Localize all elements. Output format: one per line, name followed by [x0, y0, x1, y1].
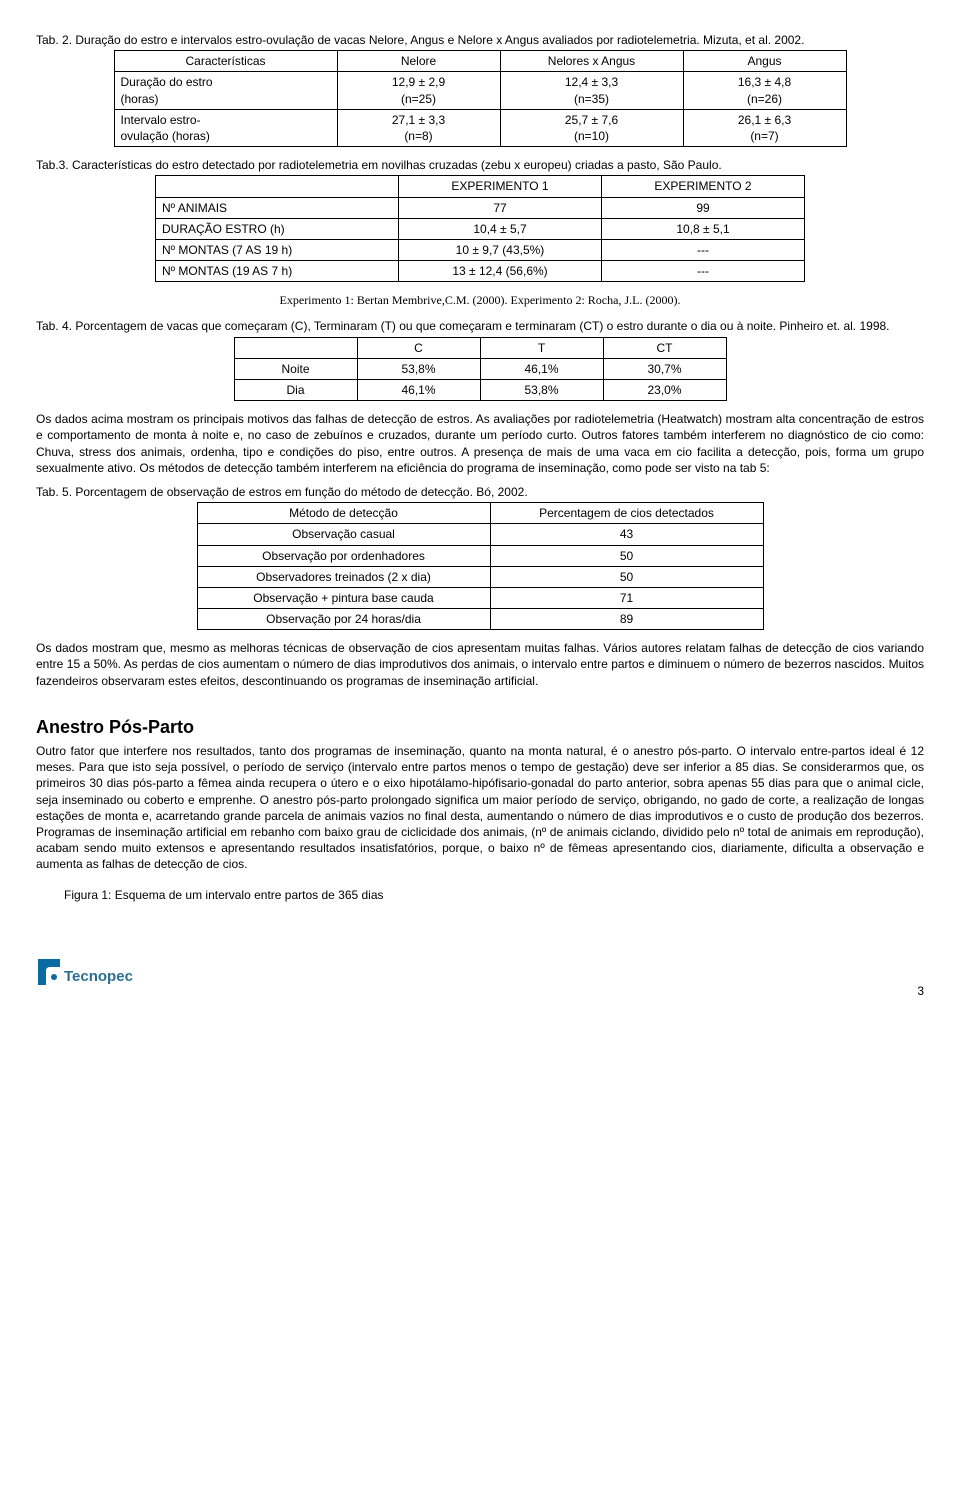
table-cell: 50	[490, 545, 763, 566]
tab4-table: CTCTNoite53,8%46,1%30,7%Dia46,1%53,8%23,…	[234, 337, 727, 402]
table-cell: 99	[602, 197, 805, 218]
table-cell: 77	[399, 197, 602, 218]
tab2-table: CaracterísticasNeloreNelores x AngusAngu…	[114, 50, 847, 147]
table-cell: 71	[490, 587, 763, 608]
table-cell: 13 ± 12,4 (56,6%)	[399, 261, 602, 282]
table-cell: 46,1%	[357, 380, 480, 401]
table-header: CT	[603, 337, 726, 358]
table-cell: ---	[602, 239, 805, 260]
table-header: Nelore	[337, 51, 500, 72]
table-cell: 23,0%	[603, 380, 726, 401]
paragraph-1: Os dados acima mostram os principais mot…	[36, 411, 924, 476]
table-header: EXPERIMENTO 1	[399, 176, 602, 197]
table-row: Noite53,8%46,1%30,7%	[234, 358, 726, 379]
table-header	[234, 337, 357, 358]
tab3-table: EXPERIMENTO 1EXPERIMENTO 2Nº ANIMAIS7799…	[155, 175, 805, 282]
table-cell: Observação casual	[197, 524, 490, 545]
table-cell: Nº ANIMAIS	[156, 197, 399, 218]
table-cell: 26,1 ± 6,3 (n=7)	[683, 109, 846, 146]
table-cell: 43	[490, 524, 763, 545]
table-cell: 89	[490, 609, 763, 630]
table-row: Nº MONTAS (19 AS 7 h)13 ± 12,4 (56,6%)--…	[156, 261, 805, 282]
table-header: Percentagem de cios detectados	[490, 503, 763, 524]
table-cell: 25,7 ± 7,6 (n=10)	[500, 109, 683, 146]
section-title: Anestro Pós-Parto	[36, 715, 924, 739]
tab5-caption: Tab. 5. Porcentagem de observação de est…	[36, 484, 924, 500]
table-cell: 10,4 ± 5,7	[399, 218, 602, 239]
table-cell: 46,1%	[480, 358, 603, 379]
tab2-caption: Tab. 2. Duração do estro e intervalos es…	[36, 32, 924, 48]
figure1-caption: Figura 1: Esquema de um intervalo entre …	[64, 887, 924, 903]
table-header: C	[357, 337, 480, 358]
table-cell: Observação + pintura base cauda	[197, 587, 490, 608]
table-row: Observação casual43	[197, 524, 763, 545]
table-row: Nº MONTAS (7 AS 19 h)10 ± 9,7 (43,5%)---	[156, 239, 805, 260]
table-cell: Duração do estro (horas)	[114, 72, 337, 109]
table-cell: Noite	[234, 358, 357, 379]
table-header: Nelores x Angus	[500, 51, 683, 72]
table-header	[156, 176, 399, 197]
paragraph-2: Os dados mostram que, mesmo as melhoras …	[36, 640, 924, 689]
table-row: Observadores treinados (2 x dia)50	[197, 566, 763, 587]
table-row: Observação + pintura base cauda71	[197, 587, 763, 608]
tab3-caption: Tab.3. Características do estro detectad…	[36, 157, 924, 173]
table-header: EXPERIMENTO 2	[602, 176, 805, 197]
table-cell: Nº MONTAS (19 AS 7 h)	[156, 261, 399, 282]
table-cell: Nº MONTAS (7 AS 19 h)	[156, 239, 399, 260]
table-cell: 10,8 ± 5,1	[602, 218, 805, 239]
table-row: Nº ANIMAIS7799	[156, 197, 805, 218]
page-number: 3	[917, 983, 924, 999]
table-row: Intervalo estro- ovulação (horas)27,1 ± …	[114, 109, 846, 146]
table-cell: Observação por ordenhadores	[197, 545, 490, 566]
table-cell: 12,4 ± 3,3 (n=35)	[500, 72, 683, 109]
logo-text: Tecnopec	[64, 968, 133, 985]
table-cell: Observadores treinados (2 x dia)	[197, 566, 490, 587]
tab4-caption: Tab. 4. Porcentagem de vacas que começar…	[36, 318, 924, 334]
table-cell: 16,3 ± 4,8 (n=26)	[683, 72, 846, 109]
table-cell: Observação por 24 horas/dia	[197, 609, 490, 630]
table-header: T	[480, 337, 603, 358]
table-header: Angus	[683, 51, 846, 72]
table-row: DURAÇÃO ESTRO (h)10,4 ± 5,710,8 ± 5,1	[156, 218, 805, 239]
table-cell: 27,1 ± 3,3 (n=8)	[337, 109, 500, 146]
section-body: Outro fator que interfere nos resultados…	[36, 743, 924, 873]
table-cell: 53,8%	[480, 380, 603, 401]
tecnopec-logo: Tecnopec	[36, 953, 146, 999]
table-header: Características	[114, 51, 337, 72]
table-cell: 30,7%	[603, 358, 726, 379]
table-cell: Intervalo estro- ovulação (horas)	[114, 109, 337, 146]
table-header: Método de detecção	[197, 503, 490, 524]
table-cell: 10 ± 9,7 (43,5%)	[399, 239, 602, 260]
table-cell: 50	[490, 566, 763, 587]
table-cell: 53,8%	[357, 358, 480, 379]
tab5-table: Método de detecçãoPercentagem de cios de…	[197, 502, 764, 630]
tab3-note: Experimento 1: Bertan Membrive,C.M. (200…	[36, 292, 924, 308]
table-row: Observação por ordenhadores50	[197, 545, 763, 566]
table-cell: DURAÇÃO ESTRO (h)	[156, 218, 399, 239]
table-row: Duração do estro (horas)12,9 ± 2,9 (n=25…	[114, 72, 846, 109]
table-row: Observação por 24 horas/dia89	[197, 609, 763, 630]
table-row: Dia46,1%53,8%23,0%	[234, 380, 726, 401]
table-cell: ---	[602, 261, 805, 282]
table-cell: Dia	[234, 380, 357, 401]
table-cell: 12,9 ± 2,9 (n=25)	[337, 72, 500, 109]
